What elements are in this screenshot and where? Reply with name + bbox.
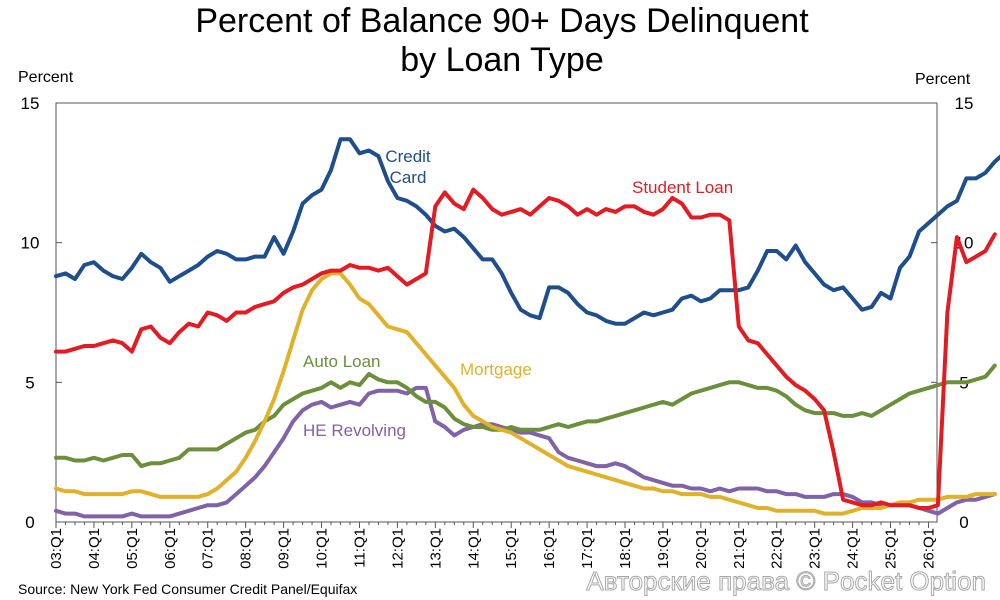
x-axis: 03:Q1 04:Q1 05:Q1 06:Q1 07:Q1 08:Q1 09:Q1 10:Q1… [48, 522, 937, 569]
x-tick-label: 19:Q1 [655, 528, 672, 569]
series-label-auto-loan: Auto Loan [303, 352, 381, 371]
watermark: Авторские права © Pocket Option [586, 566, 986, 596]
x-tick-label: 24:Q1 [845, 528, 862, 569]
series-line-student-loan [54, 187, 997, 510]
chart-title-line2: by Loan Type [400, 41, 604, 79]
x-tick-label: 16:Q1 [541, 528, 558, 569]
series-label-he-revolving: HE Revolving [303, 421, 406, 440]
series-line-mortgage [54, 271, 997, 516]
x-tick-label: 08:Q1 [238, 528, 255, 569]
y-axis-unit-left: Percent [18, 69, 74, 86]
y-tick-label-right: 0 [959, 513, 968, 532]
y-tick-label-left: 15 [21, 94, 40, 113]
series-label-mortgage: Mortgage [460, 360, 532, 379]
x-tick-label: 09:Q1 [276, 528, 293, 569]
x-tick-label: 15:Q1 [503, 528, 520, 569]
series-line-auto-loan [54, 363, 997, 469]
y-axis-unit-right: Percent [915, 71, 971, 88]
series-lines [54, 137, 1000, 519]
x-tick-label: 17:Q1 [579, 528, 596, 569]
series-label-student-loan: Student Loan [632, 178, 733, 197]
chart-title-line1: Percent of Balance 90+ Days Delinquent [195, 2, 809, 40]
y-tick-label-left: 10 [21, 234, 40, 253]
series-label-credit-card-line2: Card [390, 168, 427, 187]
y-tick-label-left: 0 [25, 513, 34, 532]
source-note: Source: New York Fed Consumer Credit Pan… [18, 581, 357, 597]
y-tick-label-left: 5 [25, 373, 34, 392]
series-line-credit-card [54, 137, 1000, 326]
series-line-he-revolving [54, 385, 997, 519]
x-tick-label: 10:Q1 [314, 528, 331, 569]
series-label-credit-card-line1: Credit [385, 147, 431, 166]
series-labels: Credit Card Student Loan Auto Loan Mortg… [303, 147, 733, 440]
x-tick-label: 20:Q1 [693, 528, 710, 569]
x-tick-label: 12:Q1 [389, 528, 406, 569]
x-tick-label: 07:Q1 [200, 528, 217, 569]
x-tick-label: 14:Q1 [465, 528, 482, 569]
plot-frame [55, 102, 938, 523]
x-tick-label: 05:Q1 [124, 528, 141, 569]
x-tick-label: 11:Q1 [351, 528, 368, 568]
x-tick-label: 03:Q1 [48, 528, 65, 569]
x-tick-label: 13:Q1 [427, 528, 444, 569]
x-tick-label: 23:Q1 [807, 528, 824, 569]
x-tick-label: 04:Q1 [86, 528, 103, 569]
y-tick-label-right: 15 [955, 94, 974, 113]
x-tick-label: 22:Q1 [769, 528, 786, 569]
x-tick-label: 25:Q1 [883, 528, 900, 569]
x-tick-label: 21:Q1 [731, 528, 748, 569]
x-tick-label: 06:Q1 [162, 528, 179, 569]
x-tick-label: 26:Q1 [920, 528, 937, 569]
y-axis-left: 0 5 10 15 [21, 94, 62, 532]
x-tick-label: 18:Q1 [617, 528, 634, 569]
